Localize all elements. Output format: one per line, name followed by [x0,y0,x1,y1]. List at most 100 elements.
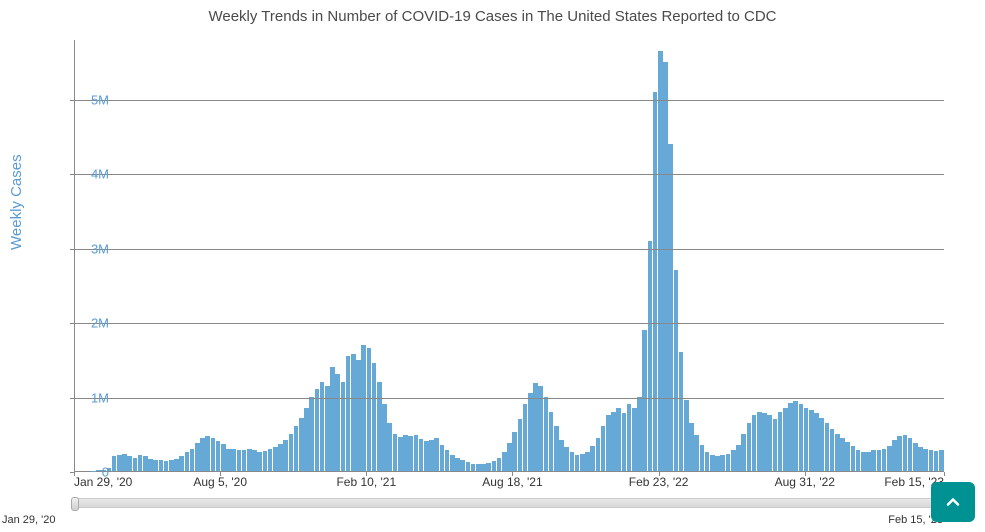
bar[interactable] [237,450,242,471]
bar[interactable] [897,436,902,471]
bar[interactable] [445,450,450,471]
bar[interactable] [372,363,377,471]
bar[interactable] [892,440,897,471]
bar[interactable] [169,460,174,471]
bar[interactable] [606,415,611,471]
bar[interactable] [913,443,918,471]
bar[interactable] [632,408,637,471]
bar[interactable] [231,449,236,471]
bar[interactable] [741,434,746,471]
bar[interactable] [403,435,408,471]
bar[interactable] [309,397,314,471]
bar[interactable] [315,389,320,471]
bar[interactable] [523,404,528,471]
bar[interactable] [710,455,715,471]
bar[interactable] [398,437,403,471]
bar[interactable] [492,461,497,471]
bar[interactable] [622,413,627,471]
bar[interactable] [268,449,273,471]
bar[interactable] [466,462,471,471]
bar[interactable] [486,463,491,471]
bar[interactable] [679,352,684,471]
bar[interactable] [575,455,580,471]
bar[interactable] [611,412,616,471]
bar[interactable] [908,438,913,471]
bar[interactable] [283,440,288,471]
bar[interactable] [211,438,216,471]
bar[interactable] [112,456,117,471]
bar[interactable] [767,415,772,471]
bar[interactable] [601,426,606,471]
bar[interactable] [861,452,866,471]
bar[interactable] [809,410,814,471]
bar[interactable] [507,443,512,471]
bar[interactable] [840,438,845,471]
bar[interactable] [320,382,325,471]
bar[interactable] [226,449,231,471]
bar[interactable] [544,397,549,471]
bar[interactable] [393,434,398,471]
bar[interactable] [242,450,247,471]
bar[interactable] [518,419,523,471]
bar[interactable] [367,348,372,471]
bar[interactable] [533,383,538,471]
bar[interactable] [590,446,595,471]
bar[interactable] [153,460,158,471]
bar[interactable] [851,446,856,471]
bar[interactable] [117,455,122,471]
bar[interactable] [783,408,788,471]
bar[interactable] [694,435,699,471]
bar[interactable] [148,459,153,471]
bar[interactable] [882,449,887,471]
bar[interactable] [903,435,908,471]
bar[interactable] [299,418,304,472]
bar[interactable] [793,401,798,471]
bar[interactable] [304,408,309,471]
bar[interactable] [450,455,455,471]
bar[interactable] [887,446,892,471]
bar[interactable] [570,452,575,471]
bar[interactable] [455,458,460,471]
bar[interactable] [361,345,366,471]
bar[interactable] [200,438,205,471]
bar[interactable] [825,423,830,471]
bar[interactable] [190,449,195,471]
bar[interactable] [387,423,392,471]
bar[interactable] [819,418,824,472]
bar[interactable] [705,452,710,471]
bar[interactable] [159,460,164,471]
bar[interactable] [460,460,465,471]
bar[interactable] [726,454,731,471]
bar[interactable] [871,450,876,471]
bar[interactable] [122,454,127,471]
bar[interactable] [799,404,804,471]
bar[interactable] [689,423,694,471]
bar[interactable] [216,441,221,471]
bar[interactable] [341,382,346,471]
bar[interactable] [762,413,767,471]
bar[interactable] [138,455,143,471]
bar[interactable] [289,434,294,471]
bar[interactable] [440,445,445,471]
bar[interactable] [263,451,268,471]
bar[interactable] [814,413,819,471]
bar[interactable] [778,412,783,471]
bar[interactable] [434,438,439,471]
bar[interactable] [408,436,413,471]
bar[interactable] [559,440,564,471]
bar[interactable] [356,360,361,471]
bar[interactable] [674,270,679,471]
bar[interactable] [330,367,335,471]
bar[interactable] [346,356,351,471]
bar[interactable] [658,51,663,471]
bar[interactable] [736,445,741,471]
bar[interactable] [549,412,554,471]
bar[interactable] [221,444,226,471]
bar[interactable] [830,429,835,471]
bar[interactable] [497,458,502,471]
range-slider[interactable] [74,498,944,508]
bar[interactable] [648,241,653,471]
bar[interactable] [294,426,299,471]
bar[interactable] [653,92,658,471]
bar[interactable] [668,144,673,471]
